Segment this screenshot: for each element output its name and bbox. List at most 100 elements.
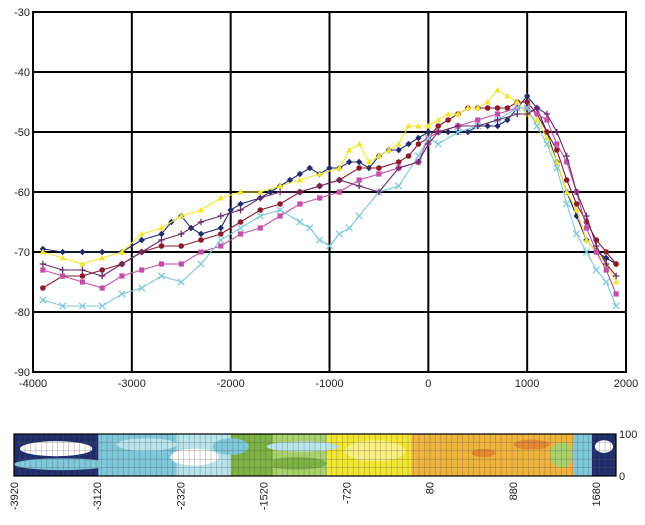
data-point: [523, 110, 531, 118]
data-point: [603, 249, 610, 255]
data-point: [544, 117, 550, 123]
data-point: [158, 236, 165, 244]
data-point: [435, 123, 442, 129]
heatmap-x-tick-label: -720: [342, 482, 354, 504]
data-point: [138, 236, 145, 244]
heatmap-x-tick-labels: -3920 -3120 -2320 -1520 -720 80 880 1680: [9, 482, 603, 510]
data-point: [79, 273, 86, 279]
data-point: [218, 243, 224, 249]
data-point: [572, 230, 581, 238]
data-point: [346, 146, 353, 153]
data-point: [424, 134, 432, 142]
data-point: [326, 164, 333, 172]
data-point: [454, 128, 462, 136]
data-point: [39, 296, 47, 304]
data-point: [158, 261, 165, 267]
data-point: [118, 260, 126, 268]
data-point: [445, 117, 451, 123]
data-point: [198, 249, 204, 255]
data-point: [573, 201, 580, 207]
data-point: [276, 206, 284, 214]
heatmap-contour: [594, 440, 613, 453]
data-point: [544, 129, 550, 135]
heatmap-y-tick-label: 0: [619, 471, 625, 483]
data-point: [454, 110, 462, 117]
heatmap-y-tick-labels: 100 0: [619, 429, 637, 483]
series-line: [42, 89, 617, 283]
data-point: [325, 242, 334, 250]
data-point: [317, 195, 323, 201]
data-point: [296, 176, 304, 183]
data-point: [543, 110, 551, 118]
data-point: [315, 236, 324, 244]
heatmap-contour: [513, 439, 550, 450]
data-point: [464, 104, 472, 111]
data-point: [395, 159, 402, 165]
y-tick-label: -60: [14, 187, 30, 199]
data-point: [514, 98, 521, 105]
data-point: [197, 206, 205, 213]
heatmap-x-tick-label: -1520: [258, 482, 270, 510]
heatmap-contour: [20, 441, 93, 457]
data-point: [296, 218, 304, 226]
data-point: [504, 116, 511, 124]
data-point: [306, 164, 313, 172]
data-point: [395, 146, 402, 154]
x-tick-label: -3000: [118, 378, 146, 390]
heatmap-border: [13, 433, 617, 477]
heatmap-x-tick-label: -2320: [175, 482, 187, 510]
data-point: [573, 206, 580, 213]
data-point: [355, 182, 363, 190]
data-point: [524, 99, 530, 105]
x-tick-label: -1000: [315, 378, 343, 390]
data-point: [375, 152, 383, 159]
x-tick-label: -4000: [19, 378, 47, 390]
data-point: [592, 266, 601, 274]
data-point: [79, 248, 86, 256]
y-tick-label: -90: [14, 367, 30, 379]
data-point: [197, 218, 205, 226]
data-point: [494, 105, 501, 111]
data-point: [475, 117, 481, 123]
data-point: [554, 147, 560, 153]
data-point: [553, 128, 561, 136]
data-point: [336, 164, 343, 171]
data-point: [415, 122, 422, 129]
data-point: [98, 254, 106, 261]
y-tick-label: -30: [14, 7, 30, 19]
data-point: [118, 248, 126, 255]
data-point: [98, 248, 106, 256]
heatmap-y-tick-label: 100: [619, 429, 637, 441]
data-point: [297, 201, 303, 207]
data-point: [563, 152, 570, 160]
data-point: [277, 213, 283, 219]
data-point: [553, 164, 561, 172]
data-point: [345, 224, 353, 232]
data-point: [573, 188, 580, 196]
x-tick-label: 0: [425, 378, 431, 390]
y-tick-label: -80: [14, 307, 30, 319]
data-point: [257, 225, 263, 231]
data-point: [494, 111, 501, 117]
heatmap-contour: [549, 442, 574, 468]
data-point: [335, 230, 344, 238]
data-point: [99, 285, 105, 291]
data-point: [415, 158, 422, 166]
data-point: [78, 302, 87, 310]
x-tick-labels: -4000 -3000 -2000 -1000 0 1000 2000: [19, 378, 638, 390]
data-point: [613, 261, 619, 267]
series-3: [39, 86, 620, 285]
data-point: [395, 140, 402, 147]
heatmap-contour: [266, 457, 328, 470]
data-point: [464, 128, 472, 136]
heatmap-x-tick-label: -3920: [9, 482, 21, 510]
heatmap-contour: [116, 438, 177, 451]
data-point: [582, 248, 591, 256]
series-line: [42, 107, 617, 295]
data-point: [59, 266, 66, 274]
data-point: [98, 302, 106, 310]
data-point: [513, 104, 521, 112]
data-point: [405, 153, 412, 159]
data-point: [79, 279, 86, 285]
